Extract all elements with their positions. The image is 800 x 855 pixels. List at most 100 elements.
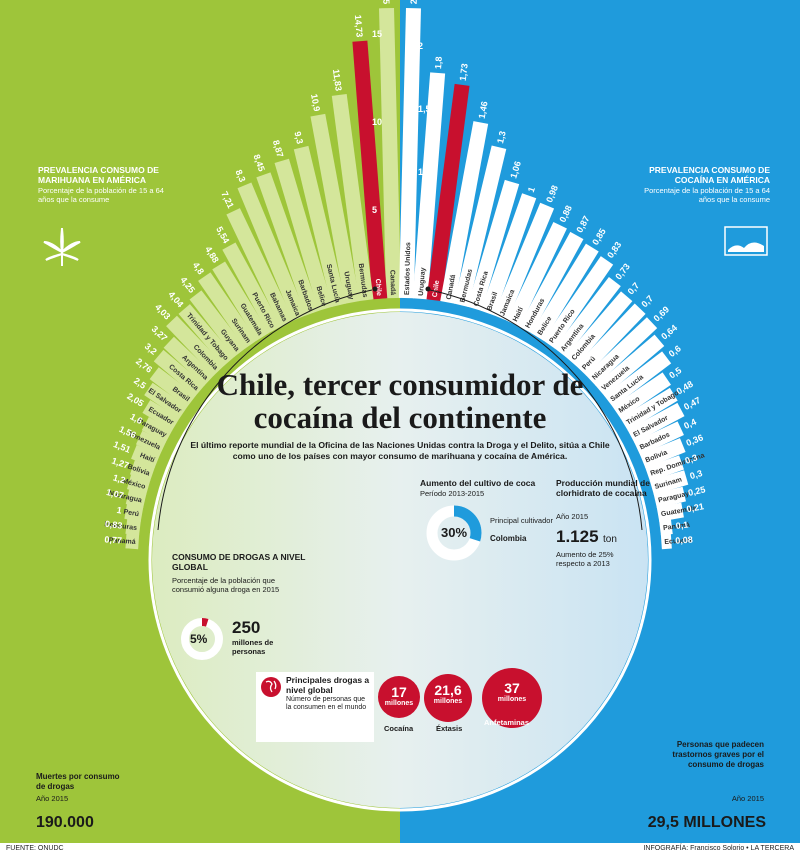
value-label: 0,85: [590, 227, 608, 247]
value-label: 0,48: [675, 379, 695, 397]
value-label: 0,83: [605, 240, 623, 260]
bar-rep-dominicana: [645, 455, 685, 482]
cocaina-bars: Estados Unidos 2,3 Uruguay 1,8 Chile 1,73 Cana…: [398, 0, 706, 550]
global-subheading: Porcentaje de la población que consumió …: [172, 576, 280, 594]
bar-el-salvador: [627, 402, 685, 443]
bar-paraguay: [653, 486, 686, 509]
bar-guatemala: [212, 261, 270, 341]
bar-bermudas: [331, 93, 374, 302]
value-label: 0,87: [574, 214, 591, 234]
axis-tick-label: 0,5: [418, 229, 431, 240]
value-label: 0,3: [689, 468, 704, 481]
value-label: 16,5: [381, 0, 391, 4]
value-label: 0,6: [667, 343, 683, 359]
ring-arrow-right: [429, 289, 643, 531]
bar-panam-: [659, 519, 673, 536]
bar-uruguay: [412, 72, 446, 300]
value-label: 5,54: [214, 225, 231, 245]
global-heading: CONSUMO DE DROGAS A NIVEL GLOBAL: [172, 552, 306, 572]
bar-barbados: [256, 172, 320, 316]
bar-brasil: [149, 367, 196, 408]
axis-tick-label: 5: [372, 205, 378, 216]
trastornos-year: Año 2015: [731, 794, 764, 803]
bar-jamaica: [237, 182, 307, 321]
bar-bolivia: [639, 438, 686, 469]
bar-jamaica: [493, 202, 555, 321]
bar-barbados: [633, 421, 684, 456]
bar-nicaragua: [585, 317, 658, 386]
category-label: Perú: [123, 509, 140, 519]
value-label: 1,8: [433, 56, 444, 69]
value-label: 3,27: [150, 324, 170, 343]
value-label: 4,88: [203, 244, 221, 264]
value-label: 3,2: [143, 341, 159, 357]
value-label: 0,98: [544, 184, 560, 204]
clorhidrato-value: 1.125: [556, 527, 599, 546]
coca-percent: 30%: [441, 525, 468, 540]
bar-hait-: [506, 222, 567, 327]
principal-drug-name: Anfetaminas: [484, 718, 530, 727]
bar-uruguay: [310, 113, 360, 304]
clorhidrato-heading: Producción mundial de clorhidrato de coc…: [556, 478, 650, 498]
principal-drug-unit: millones: [433, 698, 463, 705]
axis-tick-label: 1,5: [418, 103, 431, 114]
value-label: 1,46: [477, 100, 490, 119]
clorhidrato-year: Año 2015: [556, 512, 589, 521]
value-label: 8,87: [271, 139, 286, 159]
bar-per-: [575, 303, 646, 376]
value-label: 1,51: [112, 439, 132, 455]
bar-per-: [124, 504, 144, 522]
axis-tick-label: 1: [418, 166, 424, 177]
value-label: 0,47: [682, 395, 702, 412]
value-label: 0,08: [675, 535, 693, 546]
value-label: 0,73: [613, 261, 632, 281]
bar-paraguay: [141, 416, 173, 443]
muertes-label: Muertes por consumo de drogas: [36, 772, 120, 791]
value-label: 1: [116, 505, 123, 516]
value-label: 11,83: [331, 68, 344, 91]
bar-m-xico: [612, 372, 671, 419]
marihuana-subheading: Porcentaje de la población de 15 a 64 añ…: [38, 186, 164, 204]
bar-honduras: [518, 231, 584, 334]
trastornos-label: Personas que padecen trastornos graves p…: [672, 740, 764, 769]
value-label: 10,9: [309, 93, 322, 112]
bar-estados-unidos: [398, 7, 421, 299]
principal-drug-unit: millones: [497, 696, 527, 703]
ring-dot: [425, 286, 431, 292]
footer-credit: INFOGRAFÍA: Francisco Solorio • LA TERCE…: [643, 845, 794, 852]
value-label: 0,25: [687, 484, 706, 498]
principal-drug-circle: 21,6 millones: [424, 674, 472, 722]
value-label: 1,06: [508, 160, 523, 180]
category-label: Panamá: [109, 537, 136, 546]
clorhidrato-note: Aumento de 25% respecto a 2013: [556, 550, 614, 568]
category-label: Chile: [432, 280, 441, 298]
bar-belice: [274, 158, 333, 311]
category-label: Panamá: [663, 522, 691, 532]
value-label: 1,3: [495, 130, 508, 145]
value-label: 1: [526, 186, 537, 194]
principal-drug-value: 21,6: [434, 682, 462, 698]
value-label: 8,45: [252, 153, 267, 173]
global-percent: 5%: [190, 632, 208, 646]
bar-guyana: [189, 290, 246, 358]
coca-heading: Aumento del cultivo de coca: [420, 478, 536, 488]
principal-drug-value: 17: [391, 684, 407, 700]
category-label: Canadá: [388, 270, 396, 296]
value-label: 0,69: [652, 304, 672, 323]
bar-santa-luc-a: [604, 351, 672, 408]
center-decor: [157, 286, 643, 531]
coca-period: Período 2013-2015: [420, 489, 485, 498]
principal-drug-circle: 17 millones: [378, 676, 420, 718]
muertes-value: 190.000: [36, 814, 94, 831]
bar-chile: [426, 83, 470, 302]
category-label: Honduras: [104, 521, 137, 532]
bar-chile: [352, 40, 388, 300]
value-label: 2,76: [134, 356, 154, 375]
category-label: Canadá: [446, 274, 457, 300]
value-label: 2,5: [132, 376, 148, 391]
value-label: 0,88: [557, 204, 574, 224]
cocaina-subheading: Porcentaje de la población de 15 a 64 añ…: [644, 186, 770, 204]
bar-nicaragua: [125, 489, 147, 509]
bar-costa-rica: [467, 179, 520, 311]
bar-canad-: [440, 121, 489, 304]
